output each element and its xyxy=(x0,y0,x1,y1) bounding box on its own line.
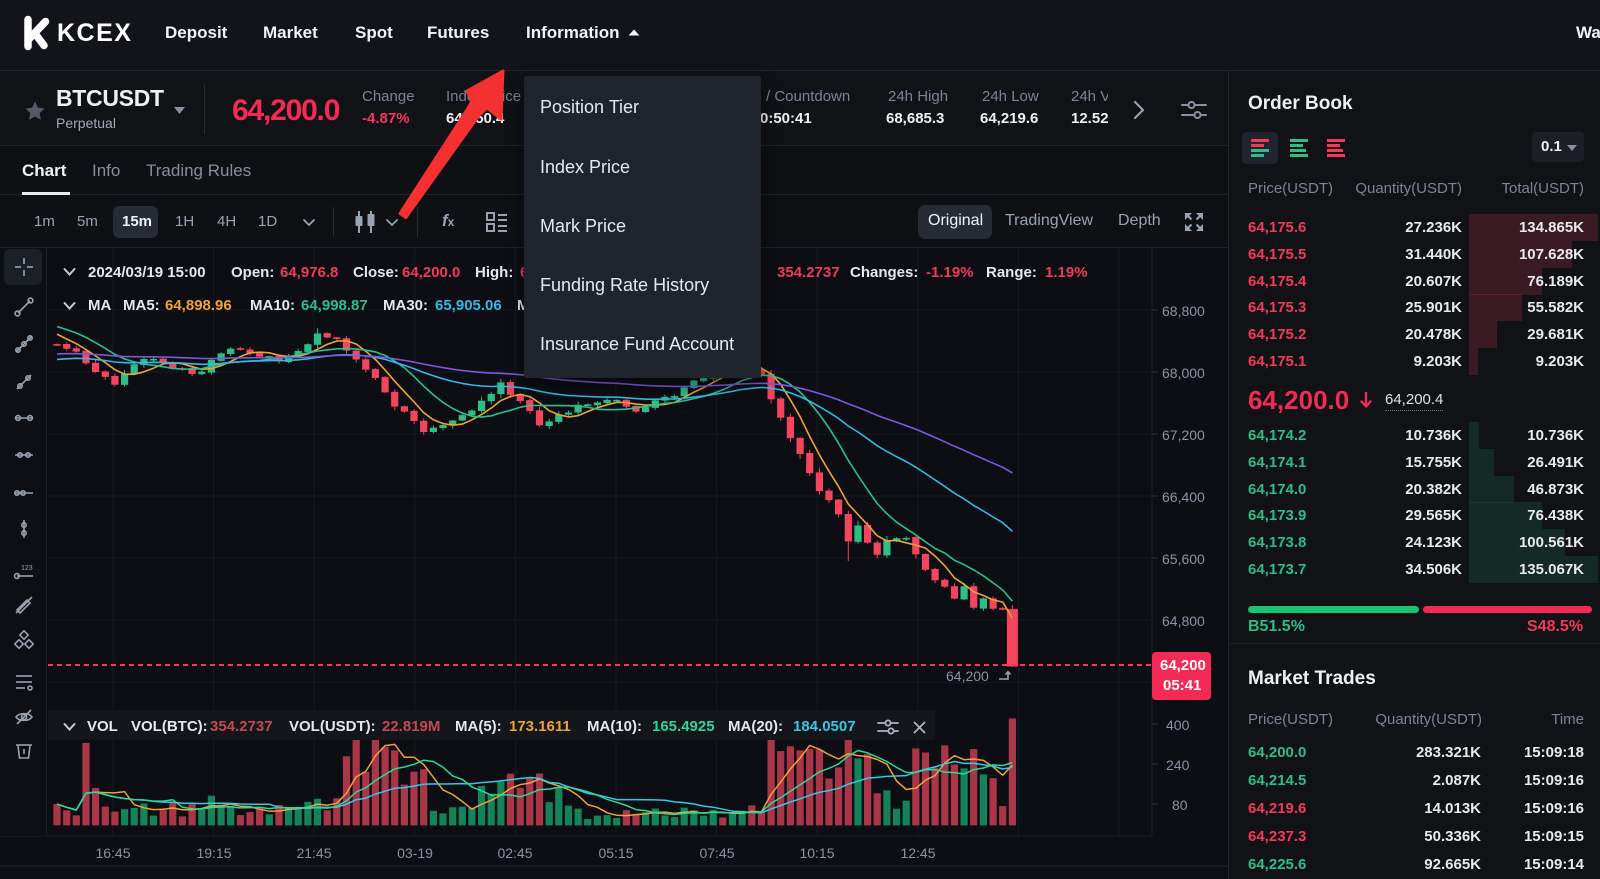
svg-text:123: 123 xyxy=(21,565,33,572)
